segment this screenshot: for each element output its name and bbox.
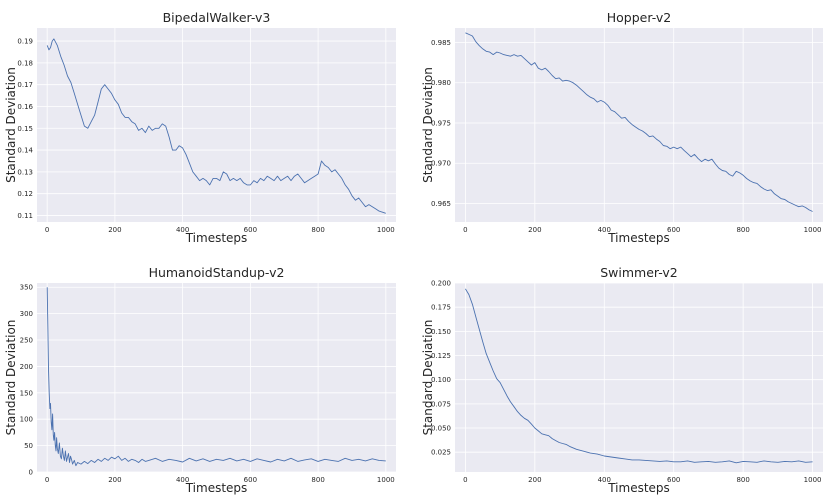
series-line (46, 287, 386, 467)
x-tick-label: 1000 (804, 476, 822, 484)
x-tick-label: 200 (528, 476, 541, 484)
y-tick-label: 0.025 (431, 449, 451, 457)
series-line (465, 288, 813, 464)
y-tick-label: 0.980 (431, 79, 451, 87)
chart-panel: 0 200 400 600 800 1000 0 50 100 150 200 250 300 350 Hu… (4, 265, 396, 495)
plot-area (37, 28, 396, 222)
x-tick-label: 1000 (377, 476, 395, 484)
y-axis-label: Standard Deviation (421, 67, 435, 183)
x-tick-label: 400 (598, 476, 611, 484)
y-tick-label: 0.13 (17, 168, 33, 176)
x-axis-label: Timesteps (607, 481, 670, 495)
chart-title: HumanoidStandup-v2 (149, 265, 285, 280)
x-tick-label: 600 (244, 226, 257, 234)
y-tick-label: 0.100 (431, 376, 451, 384)
y-tick-label: 0.970 (431, 160, 451, 168)
y-axis-label: Standard Deviation (421, 320, 435, 436)
x-axis-label: Timesteps (607, 231, 670, 245)
y-tick-label: 0.965 (431, 200, 451, 208)
y-tick-label: 0.14 (17, 147, 33, 155)
chart-title: BipedalWalker-v3 (163, 10, 271, 25)
y-axis-label: Standard Deviation (4, 320, 18, 436)
x-tick-label: 800 (311, 226, 324, 234)
x-axis-label: Timesteps (185, 231, 248, 245)
y-tick-label: 0.125 (431, 352, 451, 360)
x-tick-label: 800 (736, 226, 749, 234)
y-tick-label: 50 (24, 442, 33, 450)
y-tick-label: 0.17 (17, 81, 33, 89)
x-tick-label: 0 (45, 476, 49, 484)
y-tick-label: 250 (20, 337, 33, 345)
y-tick-label: 0.19 (17, 38, 33, 46)
chart-title: Swimmer-v2 (600, 265, 678, 280)
x-tick-label: 400 (176, 476, 189, 484)
y-tick-label: 0.15 (17, 125, 33, 133)
plot-area (37, 283, 396, 472)
x-tick-label: 0 (463, 476, 467, 484)
x-tick-label: 600 (667, 226, 680, 234)
chart-panel: 0 200 400 600 800 1000 0.11 0.12 0.13 0.14 0.15 0.1… (4, 10, 396, 245)
y-tick-label: 0.050 (431, 425, 451, 433)
plot-area (455, 283, 823, 472)
series-line (465, 32, 813, 212)
y-tick-label: 150 (20, 389, 33, 397)
y-tick-label: 0.175 (431, 304, 451, 312)
x-tick-label: 800 (736, 476, 749, 484)
chart-panel: 0 200 400 600 800 1000 0.965 0.970 0.975 0.980 0.9… (421, 10, 823, 245)
x-tick-label: 800 (311, 476, 324, 484)
x-tick-label: 200 (528, 226, 541, 234)
x-tick-label: 200 (108, 476, 121, 484)
y-tick-label: 0.16 (17, 103, 33, 111)
x-tick-label: 0 (463, 226, 467, 234)
x-tick-label: 1000 (804, 226, 822, 234)
y-tick-label: 300 (20, 310, 33, 318)
y-tick-label: 200 (20, 363, 33, 371)
y-tick-label: 0 (29, 469, 33, 477)
x-axis-label: Timesteps (185, 481, 248, 495)
x-tick-label: 0 (45, 226, 49, 234)
y-axis-label: Standard Deviation (4, 67, 18, 183)
x-tick-label: 600 (667, 476, 680, 484)
y-tick-label: 0.18 (17, 59, 33, 67)
y-tick-label: 100 (20, 416, 33, 424)
x-tick-label: 200 (108, 226, 121, 234)
y-tick-label: 0.12 (17, 190, 33, 198)
y-tick-label: 0.150 (431, 328, 451, 336)
y-tick-label: 0.200 (431, 280, 451, 288)
x-tick-label: 600 (244, 476, 257, 484)
y-tick-label: 0.985 (431, 39, 451, 47)
series-line (46, 38, 386, 214)
y-tick-label: 0.075 (431, 400, 451, 408)
x-tick-label: 400 (176, 226, 189, 234)
chart-title: Hopper-v2 (607, 10, 671, 25)
plot-area (455, 28, 823, 222)
x-tick-label: 1000 (377, 226, 395, 234)
y-tick-label: 0.975 (431, 119, 451, 127)
y-tick-label: 350 (20, 284, 33, 292)
chart-panel: 0 200 400 600 800 1000 0.025 0.050 0.075 0.100 0.1… (421, 265, 823, 495)
y-tick-label: 0.11 (17, 212, 33, 220)
x-tick-label: 400 (598, 226, 611, 234)
